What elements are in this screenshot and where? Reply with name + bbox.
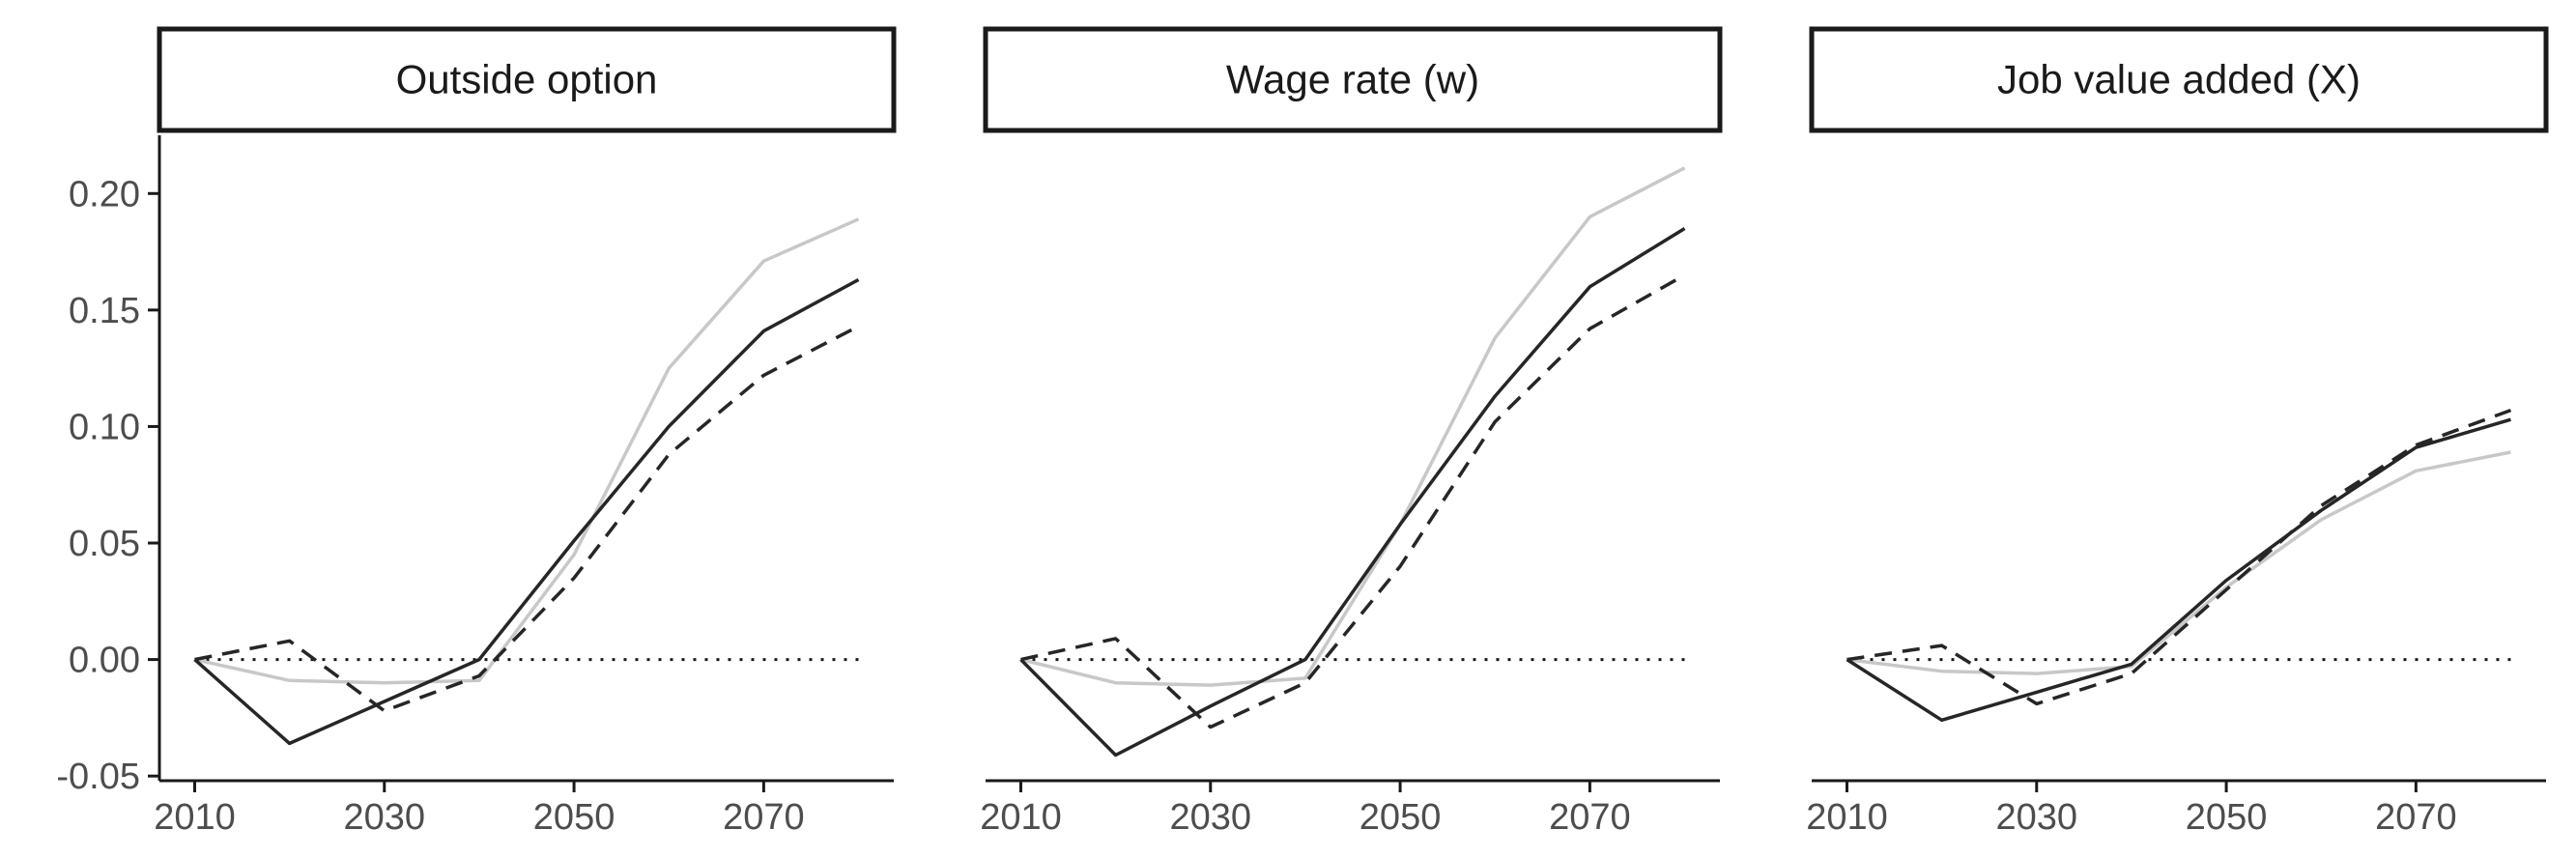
x-tick-label: 2030	[1170, 797, 1252, 838]
y-tick-label: 0.10	[69, 407, 140, 447]
series-line-solid	[1846, 417, 2511, 723]
series-line-light	[194, 217, 860, 685]
x-tick-label: 2010	[1806, 797, 1888, 838]
x-tick-label: 2010	[980, 797, 1062, 838]
y-tick-label: 0.15	[69, 291, 140, 331]
x-tick-label: 2030	[1996, 797, 2078, 838]
facet-title: Job value added (X)	[1997, 57, 2361, 102]
facet-title: Wage rate (w)	[1226, 57, 1479, 102]
series-line-dashed	[194, 325, 860, 713]
facet-strip	[983, 26, 1723, 133]
series-line-light	[1020, 166, 1686, 687]
series-line-dashed	[1020, 273, 1686, 729]
x-tick-label: 2070	[2375, 797, 2457, 838]
series-line-solid	[1019, 227, 1686, 758]
x-tick-label: 2050	[533, 797, 615, 838]
y-tick-label: 0.00	[69, 641, 140, 681]
series-line-light	[1846, 450, 2511, 675]
series-line-dashed	[1846, 408, 2512, 706]
x-tick-label: 2030	[344, 797, 426, 838]
x-tick-label: 2070	[1549, 797, 1631, 838]
facet-strip	[1809, 26, 2549, 133]
series-line-solid	[193, 277, 860, 746]
facet-strip	[157, 26, 897, 133]
x-tick-label: 2010	[154, 797, 236, 838]
x-tick-label: 2050	[1360, 797, 1442, 838]
y-tick-label: 0.05	[69, 524, 140, 564]
y-tick-label: 0.20	[69, 174, 140, 214]
x-tick-label: 2050	[2186, 797, 2268, 838]
x-tick-label: 2070	[723, 797, 805, 838]
y-tick-label: -0.05	[56, 757, 140, 797]
facet-title: Outside option	[396, 57, 658, 102]
